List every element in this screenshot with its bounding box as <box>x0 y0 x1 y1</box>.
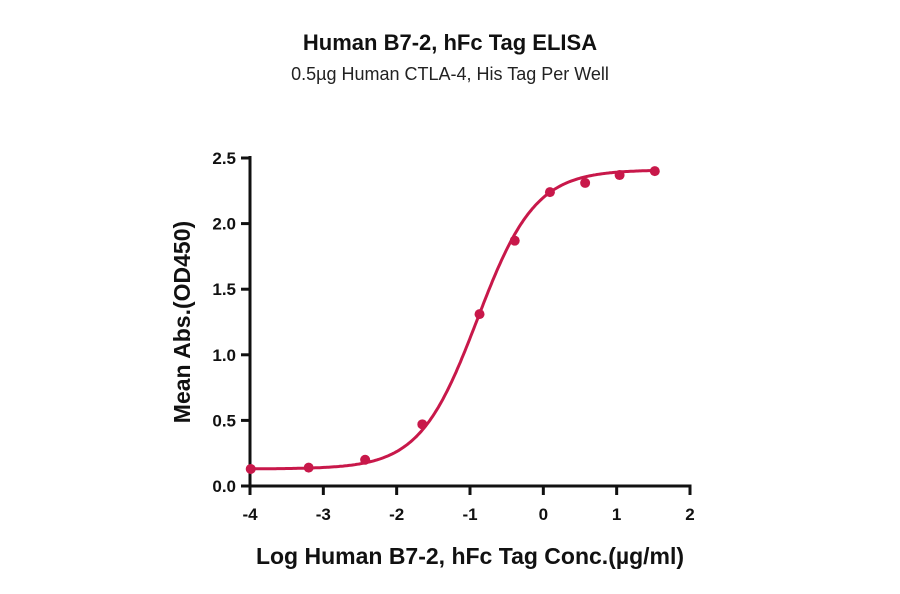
data-point <box>649 166 660 177</box>
data-point <box>303 462 314 473</box>
y-tick-label: 1.5 <box>212 280 236 299</box>
data-point <box>509 235 520 246</box>
y-tick-label: 2.5 <box>212 149 236 168</box>
y-tick: 0.0 <box>212 477 250 496</box>
data-point <box>417 419 428 430</box>
x-tick: 2 <box>685 486 695 524</box>
chart-subtitle: 0.5µg Human CTLA-4, His Tag Per Well <box>291 64 609 84</box>
y-tick-label: 0.0 <box>212 477 236 496</box>
y-tick: 1.0 <box>212 346 250 365</box>
x-tick: -1 <box>462 486 478 524</box>
fit-curve <box>250 169 655 471</box>
x-tick: -2 <box>389 486 404 524</box>
y-tick-label: 1.0 <box>212 346 236 365</box>
x-tick-label: -4 <box>242 505 258 524</box>
data-point <box>580 177 591 188</box>
data-point <box>544 187 555 198</box>
y-tick: 2.5 <box>212 149 250 168</box>
x-tick-label: 1 <box>612 505 621 524</box>
x-tick-label: 0 <box>539 505 548 524</box>
y-tick-label: 2.0 <box>212 215 236 234</box>
y-tick: 1.5 <box>212 280 250 299</box>
data-point <box>614 170 625 181</box>
x-tick: -3 <box>316 486 331 524</box>
y-tick: 2.0 <box>212 215 250 234</box>
data-point <box>245 463 256 474</box>
x-axis-label: Log Human B7-2, hFc Tag Conc.(µg/ml) <box>256 543 684 569</box>
x-tick-label: 2 <box>685 505 694 524</box>
x-tick-label: -1 <box>462 505 477 524</box>
x-tick-label: -3 <box>316 505 331 524</box>
data-point <box>474 309 485 320</box>
x-tick: -4 <box>242 486 258 524</box>
y-tick: 0.5 <box>212 411 250 430</box>
x-tick: 0 <box>539 486 548 524</box>
data-point <box>360 454 371 465</box>
x-tick: 1 <box>612 486 621 524</box>
y-tick-label: 0.5 <box>212 411 236 430</box>
chart-title: Human B7-2, hFc Tag ELISA <box>302 30 598 55</box>
y-axis-label: Mean Abs.(OD450) <box>169 221 195 423</box>
x-tick-label: -2 <box>389 505 404 524</box>
